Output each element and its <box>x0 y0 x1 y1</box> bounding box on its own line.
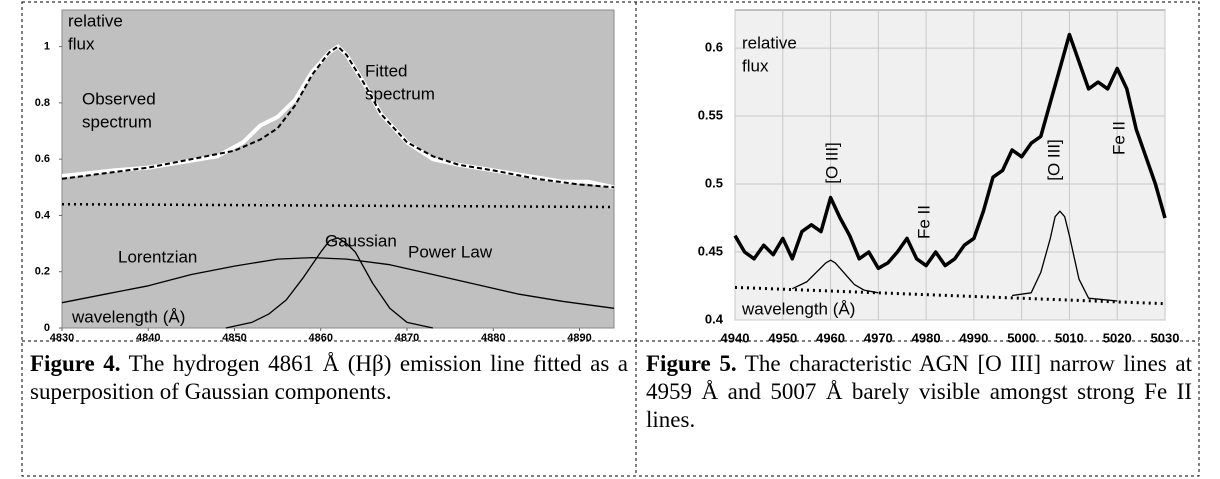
y-tick-label: 0.6 <box>35 153 50 165</box>
series-line <box>61 256 615 309</box>
annotation: spectrum <box>82 112 152 131</box>
series-line <box>61 45 615 189</box>
y-tick-label: 0.4 <box>35 209 51 221</box>
caption-text: The hydrogen 4861 Å (Hβ) emission line f… <box>30 351 629 404</box>
x-tick-label: 4980 <box>912 330 941 345</box>
annotation: Fe II <box>914 205 933 239</box>
y-tick-label: 0.2 <box>35 266 50 278</box>
annotation: Gaussian <box>325 231 397 250</box>
x-tick-label: 4830 <box>50 332 74 344</box>
x-tick-label: 4850 <box>222 332 246 344</box>
series-line <box>792 259 879 294</box>
annotation: spectrum <box>365 84 435 103</box>
y-tick-label: 0.45 <box>698 243 723 258</box>
x-tick-label: 5010 <box>1055 330 1084 345</box>
caption-text: The characteristic AGN [O III] narrow li… <box>646 351 1193 432</box>
y-tick-label: 0.55 <box>698 107 723 122</box>
y-tick-label: 0.6 <box>705 40 723 55</box>
x-tick-label: 4880 <box>481 332 505 344</box>
x-tick-label: 4870 <box>395 332 419 344</box>
x-tick-label: 4890 <box>567 332 591 344</box>
annotation: relative <box>742 33 797 52</box>
x-tick-label: 4970 <box>864 330 893 345</box>
annotation: flux <box>742 56 769 75</box>
x-tick-label: 4990 <box>959 330 988 345</box>
annotation: Fitted <box>365 61 408 80</box>
series-line <box>61 202 615 209</box>
y-tick-label: 0 <box>44 322 50 334</box>
frame <box>21 1 1200 477</box>
x-tick-label: 4860 <box>309 332 333 344</box>
series-line <box>225 237 434 329</box>
x-tick-label: 4840 <box>136 332 160 344</box>
x-tick-label: 4960 <box>816 330 845 345</box>
caption-label: Figure 5. <box>646 351 737 376</box>
plot-area <box>734 9 1166 321</box>
annotation: relative <box>68 11 123 30</box>
annotation: Lorentzian <box>118 247 197 266</box>
annotation: wavelength (Å) <box>71 307 185 326</box>
caption: Figure 5. The characteristic AGN [O III]… <box>646 350 1192 434</box>
x-tick-label: 4950 <box>768 330 797 345</box>
y-tick-label: 0.4 <box>705 311 724 326</box>
annotation: Power Law <box>408 242 493 261</box>
x-tick-label: 4940 <box>721 330 750 345</box>
annotation: [O III] <box>822 142 841 184</box>
series-line <box>1012 210 1118 302</box>
y-tick-label: 0.8 <box>35 97 50 109</box>
annotation: flux <box>68 34 95 53</box>
annotation: [O III] <box>1044 139 1063 181</box>
plot-area <box>61 9 615 329</box>
annotation: Observed <box>82 89 156 108</box>
y-tick-label: 0.5 <box>705 175 723 190</box>
y-tick-label: 1 <box>44 40 50 52</box>
caption: Figure 4. The hydrogen 4861 Å (Hβ) emiss… <box>30 350 628 406</box>
annotation: Fe II <box>1109 121 1128 155</box>
x-tick-label: 5000 <box>1007 330 1036 345</box>
annotation: wavelength (Å) <box>741 299 855 318</box>
x-tick-label: 5020 <box>1103 330 1132 345</box>
x-tick-label: 5030 <box>1151 330 1180 345</box>
caption-label: Figure 4. <box>30 351 121 376</box>
series-line <box>733 32 1167 271</box>
